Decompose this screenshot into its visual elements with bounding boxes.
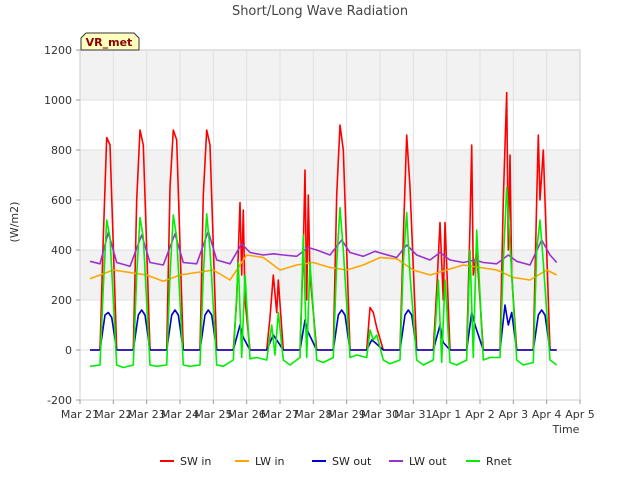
x-tick-label: Mar 30: [361, 408, 399, 421]
x-tick-label: Mar 29: [328, 408, 366, 421]
x-axis-label: Time: [552, 423, 580, 436]
y-axis-ticks: -200 0 200 400 600 800 1000 1200: [44, 44, 80, 407]
x-tick-label: Mar 27: [261, 408, 299, 421]
legend-label-4: Rnet: [486, 455, 512, 468]
legend-label-0: SW in: [180, 455, 211, 468]
x-tick-label: Apr 1: [432, 408, 462, 421]
x-tick-label: Apr 3: [499, 408, 529, 421]
station-badge-label: VR_met: [86, 36, 133, 49]
y-tick-label: 1000: [44, 94, 72, 107]
series-line-sw-in: [90, 91, 557, 351]
legend: SW in LW in SW out LW out Rnet: [160, 455, 512, 468]
plot-frame: [79, 49, 581, 401]
y-tick-label: 800: [51, 144, 72, 157]
x-tick-label: Mar 21: [61, 408, 99, 421]
y-tick-label: 600: [51, 194, 72, 207]
x-tick-label: Mar 26: [228, 408, 266, 421]
x-tick-label: Mar 25: [194, 408, 232, 421]
background-bands: [80, 50, 580, 300]
y-tick-label: 400: [51, 244, 72, 257]
y-tick-label: 0: [65, 344, 72, 357]
series-line-lw-out: [89, 230, 558, 268]
x-tick-label: Apr 4: [532, 408, 562, 421]
x-tick-label: Mar 24: [161, 408, 199, 421]
x-tick-label: Apr 2: [465, 408, 495, 421]
x-tick-label: Mar 28: [294, 408, 332, 421]
y-axis-label: (W/m2): [8, 202, 21, 243]
band-2: [80, 50, 580, 100]
legend-label-3: LW out: [409, 455, 447, 468]
y-tick-label: 200: [51, 294, 72, 307]
legend-label-2: SW out: [332, 455, 372, 468]
series-line-lw-in: [89, 254, 558, 283]
station-badge: VR_met: [80, 32, 140, 51]
legend-label-1: LW in: [255, 455, 285, 468]
x-tick-label: Mar 22: [94, 408, 132, 421]
y-tick-label: -200: [47, 394, 72, 407]
band-1: [80, 150, 580, 200]
x-tick-label: Mar 31: [394, 408, 432, 421]
series-line-rnet: [89, 186, 558, 369]
chart-title: Short/Long Wave Radiation: [232, 4, 408, 19]
series-line-sw-out: [90, 304, 557, 351]
x-tick-label: Mar 23: [128, 408, 166, 421]
series-lines: [89, 91, 558, 369]
x-tick-label: Apr 5: [565, 408, 595, 421]
band-0: [80, 250, 580, 300]
y-tick-label: 1200: [44, 44, 72, 57]
